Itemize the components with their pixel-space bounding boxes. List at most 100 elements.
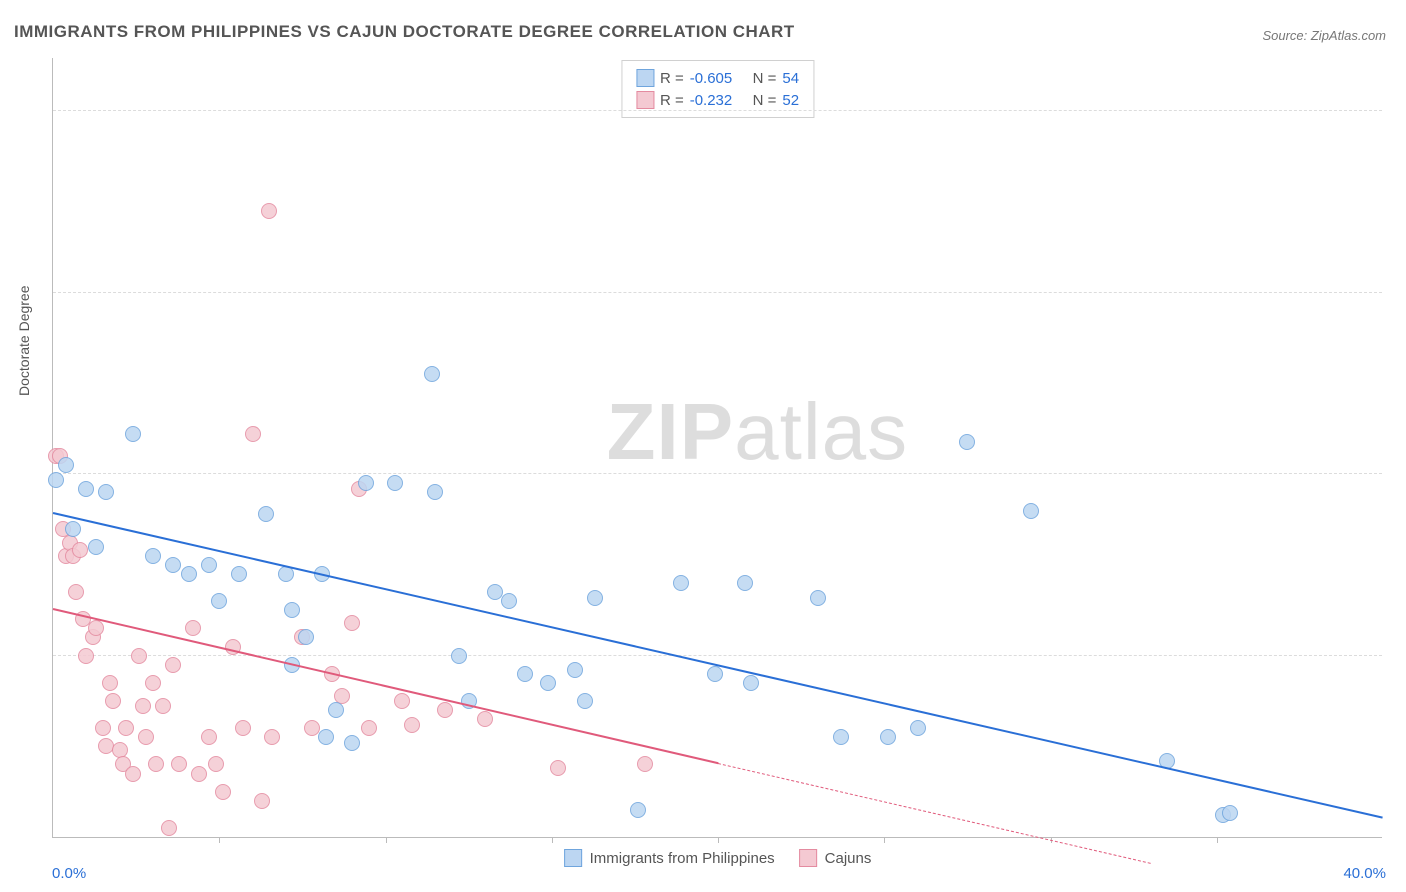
- scatter-point-b: [72, 542, 88, 558]
- scatter-point-a: [959, 434, 975, 450]
- watermark: ZIPatlas: [607, 386, 908, 478]
- scatter-point-b: [155, 698, 171, 714]
- scatter-point-a: [181, 566, 197, 582]
- scatter-point-a: [78, 481, 94, 497]
- scatter-point-b: [68, 584, 84, 600]
- scatter-point-a: [318, 729, 334, 745]
- plot-area: ZIPatlas R = -0.605 N = 54 R = -0.232 N …: [52, 58, 1382, 838]
- scatter-point-a: [743, 675, 759, 691]
- scatter-point-b: [404, 717, 420, 733]
- scatter-point-a: [98, 484, 114, 500]
- scatter-point-a: [65, 521, 81, 537]
- x-axis-max-label: 40.0%: [1343, 865, 1386, 882]
- scatter-point-b: [148, 756, 164, 772]
- scatter-point-a: [1222, 805, 1238, 821]
- scatter-point-b: [437, 702, 453, 718]
- scatter-point-a: [165, 557, 181, 573]
- y-tick-label: 2.0%: [1392, 449, 1406, 466]
- scatter-point-b: [550, 760, 566, 776]
- correlation-legend-row: R = -0.232 N = 52: [636, 89, 799, 111]
- source-attribution: Source: ZipAtlas.com: [1262, 28, 1386, 43]
- scatter-point-a: [1023, 503, 1039, 519]
- correlation-legend: R = -0.605 N = 54 R = -0.232 N = 52: [621, 60, 814, 118]
- scatter-point-b: [261, 203, 277, 219]
- scatter-point-a: [358, 475, 374, 491]
- scatter-point-b: [88, 620, 104, 636]
- swatch-series-a: [636, 69, 654, 87]
- watermark-light: atlas: [734, 387, 908, 476]
- scatter-point-b: [637, 756, 653, 772]
- scatter-point-a: [737, 575, 753, 591]
- x-tick-mark: [718, 837, 719, 843]
- scatter-point-a: [48, 472, 64, 488]
- scatter-point-a: [427, 484, 443, 500]
- scatter-point-b: [161, 820, 177, 836]
- scatter-point-b: [264, 729, 280, 745]
- scatter-point-a: [298, 629, 314, 645]
- scatter-point-a: [630, 802, 646, 818]
- scatter-point-a: [707, 666, 723, 682]
- series-label-a: Immigrants from Philippines: [590, 850, 775, 867]
- scatter-point-a: [424, 366, 440, 382]
- gridline: [53, 292, 1382, 293]
- n-label: N =: [753, 70, 777, 87]
- swatch-series-b: [636, 91, 654, 109]
- scatter-point-a: [517, 666, 533, 682]
- scatter-point-b: [185, 620, 201, 636]
- r-label: R =: [660, 70, 684, 87]
- n-value-a: 54: [782, 70, 799, 87]
- scatter-point-b: [344, 615, 360, 631]
- x-axis-min-label: 0.0%: [52, 865, 86, 882]
- scatter-point-a: [328, 702, 344, 718]
- r-value-b: -0.232: [690, 92, 733, 109]
- scatter-point-b: [254, 793, 270, 809]
- r-value-a: -0.605: [690, 70, 733, 87]
- scatter-point-a: [910, 720, 926, 736]
- n-label: N =: [753, 92, 777, 109]
- scatter-point-b: [208, 756, 224, 772]
- scatter-point-b: [78, 648, 94, 664]
- scatter-point-a: [258, 506, 274, 522]
- scatter-point-b: [245, 426, 261, 442]
- y-tick-label: 4.0%: [1392, 86, 1406, 103]
- scatter-point-a: [201, 557, 217, 573]
- chart-title: IMMIGRANTS FROM PHILIPPINES VS CAJUN DOC…: [14, 22, 795, 42]
- scatter-point-a: [673, 575, 689, 591]
- scatter-point-b: [201, 729, 217, 745]
- scatter-point-b: [145, 675, 161, 691]
- scatter-point-a: [540, 675, 556, 691]
- scatter-point-b: [394, 693, 410, 709]
- scatter-point-b: [135, 698, 151, 714]
- scatter-point-a: [231, 566, 247, 582]
- scatter-point-b: [95, 720, 111, 736]
- series-legend-item: Cajuns: [799, 849, 872, 867]
- scatter-point-b: [477, 711, 493, 727]
- scatter-point-a: [833, 729, 849, 745]
- scatter-point-a: [501, 593, 517, 609]
- scatter-point-b: [171, 756, 187, 772]
- x-tick-mark: [1217, 837, 1218, 843]
- scatter-point-a: [145, 548, 161, 564]
- scatter-point-b: [112, 742, 128, 758]
- scatter-point-a: [125, 426, 141, 442]
- scatter-point-a: [587, 590, 603, 606]
- gridline: [53, 473, 1382, 474]
- x-tick-mark: [219, 837, 220, 843]
- scatter-point-b: [215, 784, 231, 800]
- scatter-point-a: [58, 457, 74, 473]
- series-legend-item: Immigrants from Philippines: [564, 849, 775, 867]
- scatter-point-a: [344, 735, 360, 751]
- x-tick-mark: [386, 837, 387, 843]
- scatter-point-a: [387, 475, 403, 491]
- scatter-point-a: [451, 648, 467, 664]
- n-value-b: 52: [782, 92, 799, 109]
- scatter-point-b: [125, 766, 141, 782]
- scatter-point-a: [211, 593, 227, 609]
- series-label-b: Cajuns: [825, 850, 872, 867]
- watermark-bold: ZIP: [607, 387, 734, 476]
- scatter-point-b: [361, 720, 377, 736]
- gridline: [53, 110, 1382, 111]
- scatter-point-a: [88, 539, 104, 555]
- scatter-point-b: [105, 693, 121, 709]
- trendline-a: [53, 512, 1383, 819]
